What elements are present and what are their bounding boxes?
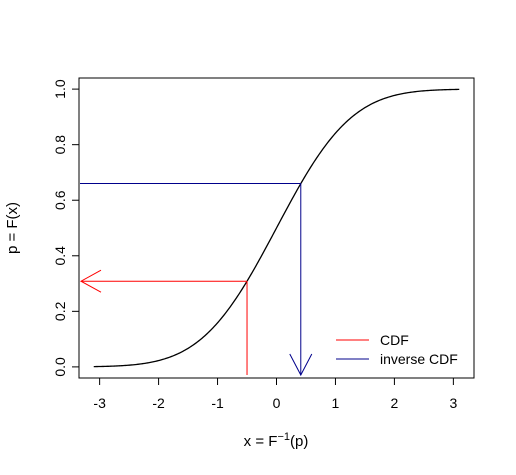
- x-axis-label: x = F−1(p): [244, 431, 309, 450]
- y-axis-label: p = F(x): [4, 202, 21, 254]
- y-tick-label: 0.2: [52, 301, 68, 321]
- y-tick-label: 0.4: [52, 246, 68, 266]
- x-tick-label: 0: [273, 395, 281, 411]
- cdf-curve-line: [93, 88, 460, 368]
- y-tick-label: 0.0: [52, 357, 68, 377]
- y-tick-label: 1.0: [52, 79, 68, 99]
- legend-label: CDF: [380, 332, 409, 348]
- y-tick-label: 0.6: [52, 190, 68, 210]
- x-tick-label: -1: [211, 395, 224, 411]
- y-tick-label: 0.8: [52, 135, 68, 155]
- cdf-arrowhead: [79, 269, 102, 293]
- inverse-cdf-arrowhead: [289, 353, 313, 377]
- x-tick-label: 2: [391, 395, 399, 411]
- x-tick-label: 1: [332, 395, 340, 411]
- x-tick-label: -2: [152, 395, 165, 411]
- x-tick-label: -3: [93, 395, 106, 411]
- legend-label: inverse CDF: [380, 351, 458, 367]
- x-tick-label: 3: [449, 395, 457, 411]
